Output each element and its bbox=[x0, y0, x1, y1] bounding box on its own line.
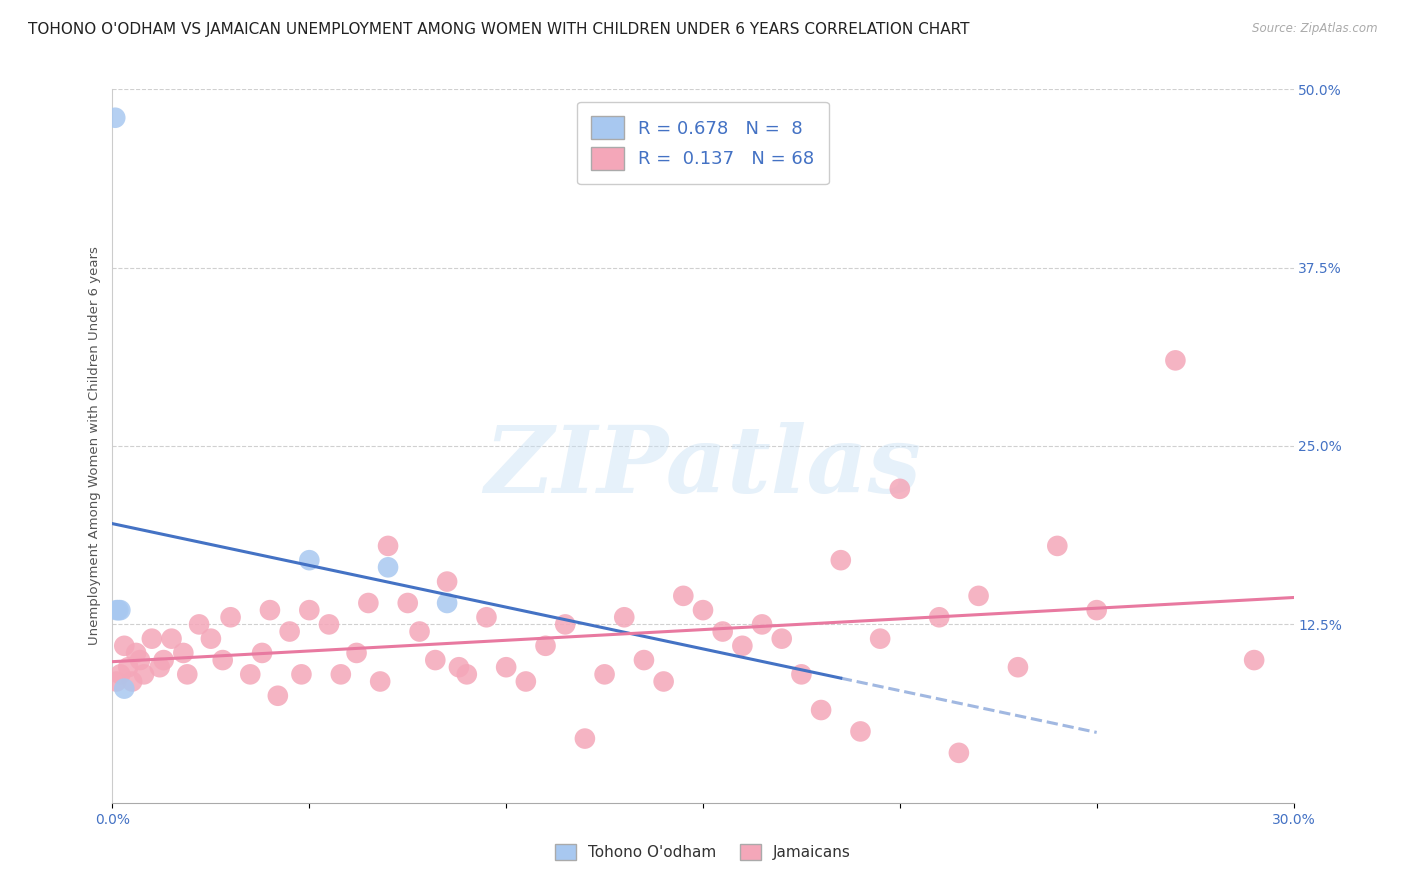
Point bbox=[830, 553, 852, 567]
Point bbox=[132, 667, 155, 681]
Point bbox=[267, 689, 290, 703]
Text: ZIPatlas: ZIPatlas bbox=[485, 423, 921, 512]
Point bbox=[770, 632, 793, 646]
Point bbox=[149, 660, 172, 674]
Point bbox=[329, 667, 352, 681]
Point bbox=[574, 731, 596, 746]
Point bbox=[495, 660, 517, 674]
Point bbox=[129, 653, 152, 667]
Point bbox=[396, 596, 419, 610]
Point bbox=[278, 624, 301, 639]
Point bbox=[849, 724, 872, 739]
Point bbox=[219, 610, 242, 624]
Point bbox=[112, 681, 135, 696]
Point bbox=[408, 624, 430, 639]
Point bbox=[110, 667, 132, 681]
Point bbox=[554, 617, 576, 632]
Point bbox=[948, 746, 970, 760]
Point bbox=[346, 646, 368, 660]
Point bbox=[211, 653, 233, 667]
Point bbox=[200, 632, 222, 646]
Point bbox=[613, 610, 636, 624]
Point bbox=[515, 674, 537, 689]
Point bbox=[107, 603, 129, 617]
Point bbox=[967, 589, 990, 603]
Point bbox=[377, 560, 399, 574]
Point bbox=[357, 596, 380, 610]
Point bbox=[290, 667, 312, 681]
Point bbox=[751, 617, 773, 632]
Point bbox=[593, 667, 616, 681]
Legend: Tohono O'odham, Jamaicans: Tohono O'odham, Jamaicans bbox=[548, 838, 858, 866]
Point bbox=[105, 674, 128, 689]
Point bbox=[152, 653, 174, 667]
Point bbox=[250, 646, 273, 660]
Point bbox=[436, 596, 458, 610]
Point bbox=[810, 703, 832, 717]
Point bbox=[172, 646, 194, 660]
Point bbox=[259, 603, 281, 617]
Point bbox=[318, 617, 340, 632]
Point bbox=[160, 632, 183, 646]
Point bbox=[121, 674, 143, 689]
Point bbox=[176, 667, 198, 681]
Point bbox=[298, 603, 321, 617]
Point bbox=[652, 674, 675, 689]
Point bbox=[1085, 603, 1108, 617]
Point bbox=[1164, 353, 1187, 368]
Point bbox=[475, 610, 498, 624]
Point bbox=[1243, 653, 1265, 667]
Point bbox=[239, 667, 262, 681]
Point bbox=[790, 667, 813, 681]
Point bbox=[889, 482, 911, 496]
Point bbox=[112, 639, 135, 653]
Point bbox=[456, 667, 478, 681]
Point bbox=[633, 653, 655, 667]
Point bbox=[928, 610, 950, 624]
Point bbox=[105, 603, 128, 617]
Point bbox=[141, 632, 163, 646]
Point bbox=[125, 646, 148, 660]
Y-axis label: Unemployment Among Women with Children Under 6 years: Unemployment Among Women with Children U… bbox=[89, 246, 101, 646]
Point bbox=[110, 603, 132, 617]
Point bbox=[425, 653, 447, 667]
Point bbox=[1046, 539, 1069, 553]
Point bbox=[436, 574, 458, 589]
Point bbox=[117, 660, 139, 674]
Point bbox=[1007, 660, 1029, 674]
Text: Source: ZipAtlas.com: Source: ZipAtlas.com bbox=[1253, 22, 1378, 36]
Point bbox=[104, 111, 127, 125]
Point bbox=[377, 539, 399, 553]
Point bbox=[869, 632, 891, 646]
Point bbox=[692, 603, 714, 617]
Point bbox=[298, 553, 321, 567]
Point bbox=[188, 617, 211, 632]
Text: TOHONO O'ODHAM VS JAMAICAN UNEMPLOYMENT AMONG WOMEN WITH CHILDREN UNDER 6 YEARS : TOHONO O'ODHAM VS JAMAICAN UNEMPLOYMENT … bbox=[28, 22, 970, 37]
Point bbox=[368, 674, 391, 689]
Point bbox=[447, 660, 470, 674]
Point bbox=[711, 624, 734, 639]
Point bbox=[672, 589, 695, 603]
Point bbox=[534, 639, 557, 653]
Point bbox=[731, 639, 754, 653]
